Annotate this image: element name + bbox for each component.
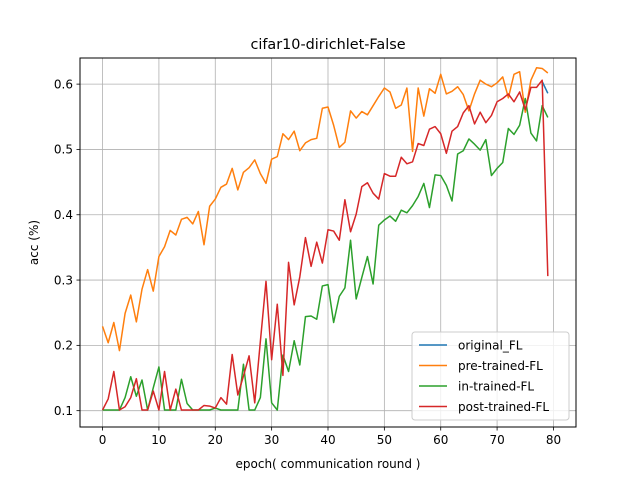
legend: original_FL pre-trained-FL in-trained-FL po… (411, 331, 570, 421)
y-axis-label: acc (%) (27, 220, 41, 265)
series-lines (101, 67, 549, 411)
legend-label: pre-trained-FL (458, 359, 543, 373)
x-tick-label: 0 (99, 433, 107, 447)
series-line-pre-trained-FL (101, 67, 549, 352)
x-tick-label: 10 (151, 433, 166, 447)
x-tick-label: 20 (208, 433, 223, 447)
y-tick-label: 0.1 (54, 404, 73, 418)
x-tick-label: 40 (320, 433, 335, 447)
x-axis-label: epoch( communication round ) (236, 457, 421, 471)
x-tick-label: 80 (546, 433, 561, 447)
series-line-post-trained-FL (101, 79, 549, 411)
axis-ticks: 0 10 20 30 40 50 60 70 80 0.1 0.2 0.3 0.4 0.5 0.6 (54, 77, 561, 447)
legend-label: original_FL (458, 338, 523, 352)
x-tick-label: 70 (489, 433, 504, 447)
x-tick-label: 60 (433, 433, 448, 447)
y-tick-label: 0.3 (54, 273, 73, 287)
chart-title: cifar10-dirichlet-False (250, 37, 405, 53)
series-line-in-trained-FL (102, 97, 549, 411)
legend-label: post-trained-FL (458, 400, 549, 414)
y-tick-label: 0.4 (54, 208, 73, 222)
y-tick-label: 0.2 (54, 339, 73, 353)
legend-label: in-trained-FL (458, 379, 534, 393)
x-tick-label: 30 (264, 433, 279, 447)
series-line-original_FL (541, 81, 549, 94)
y-tick-label: 0.5 (54, 143, 73, 157)
x-tick-label: 50 (377, 433, 392, 447)
legend-box (411, 331, 570, 421)
y-tick-label: 0.6 (54, 77, 73, 91)
